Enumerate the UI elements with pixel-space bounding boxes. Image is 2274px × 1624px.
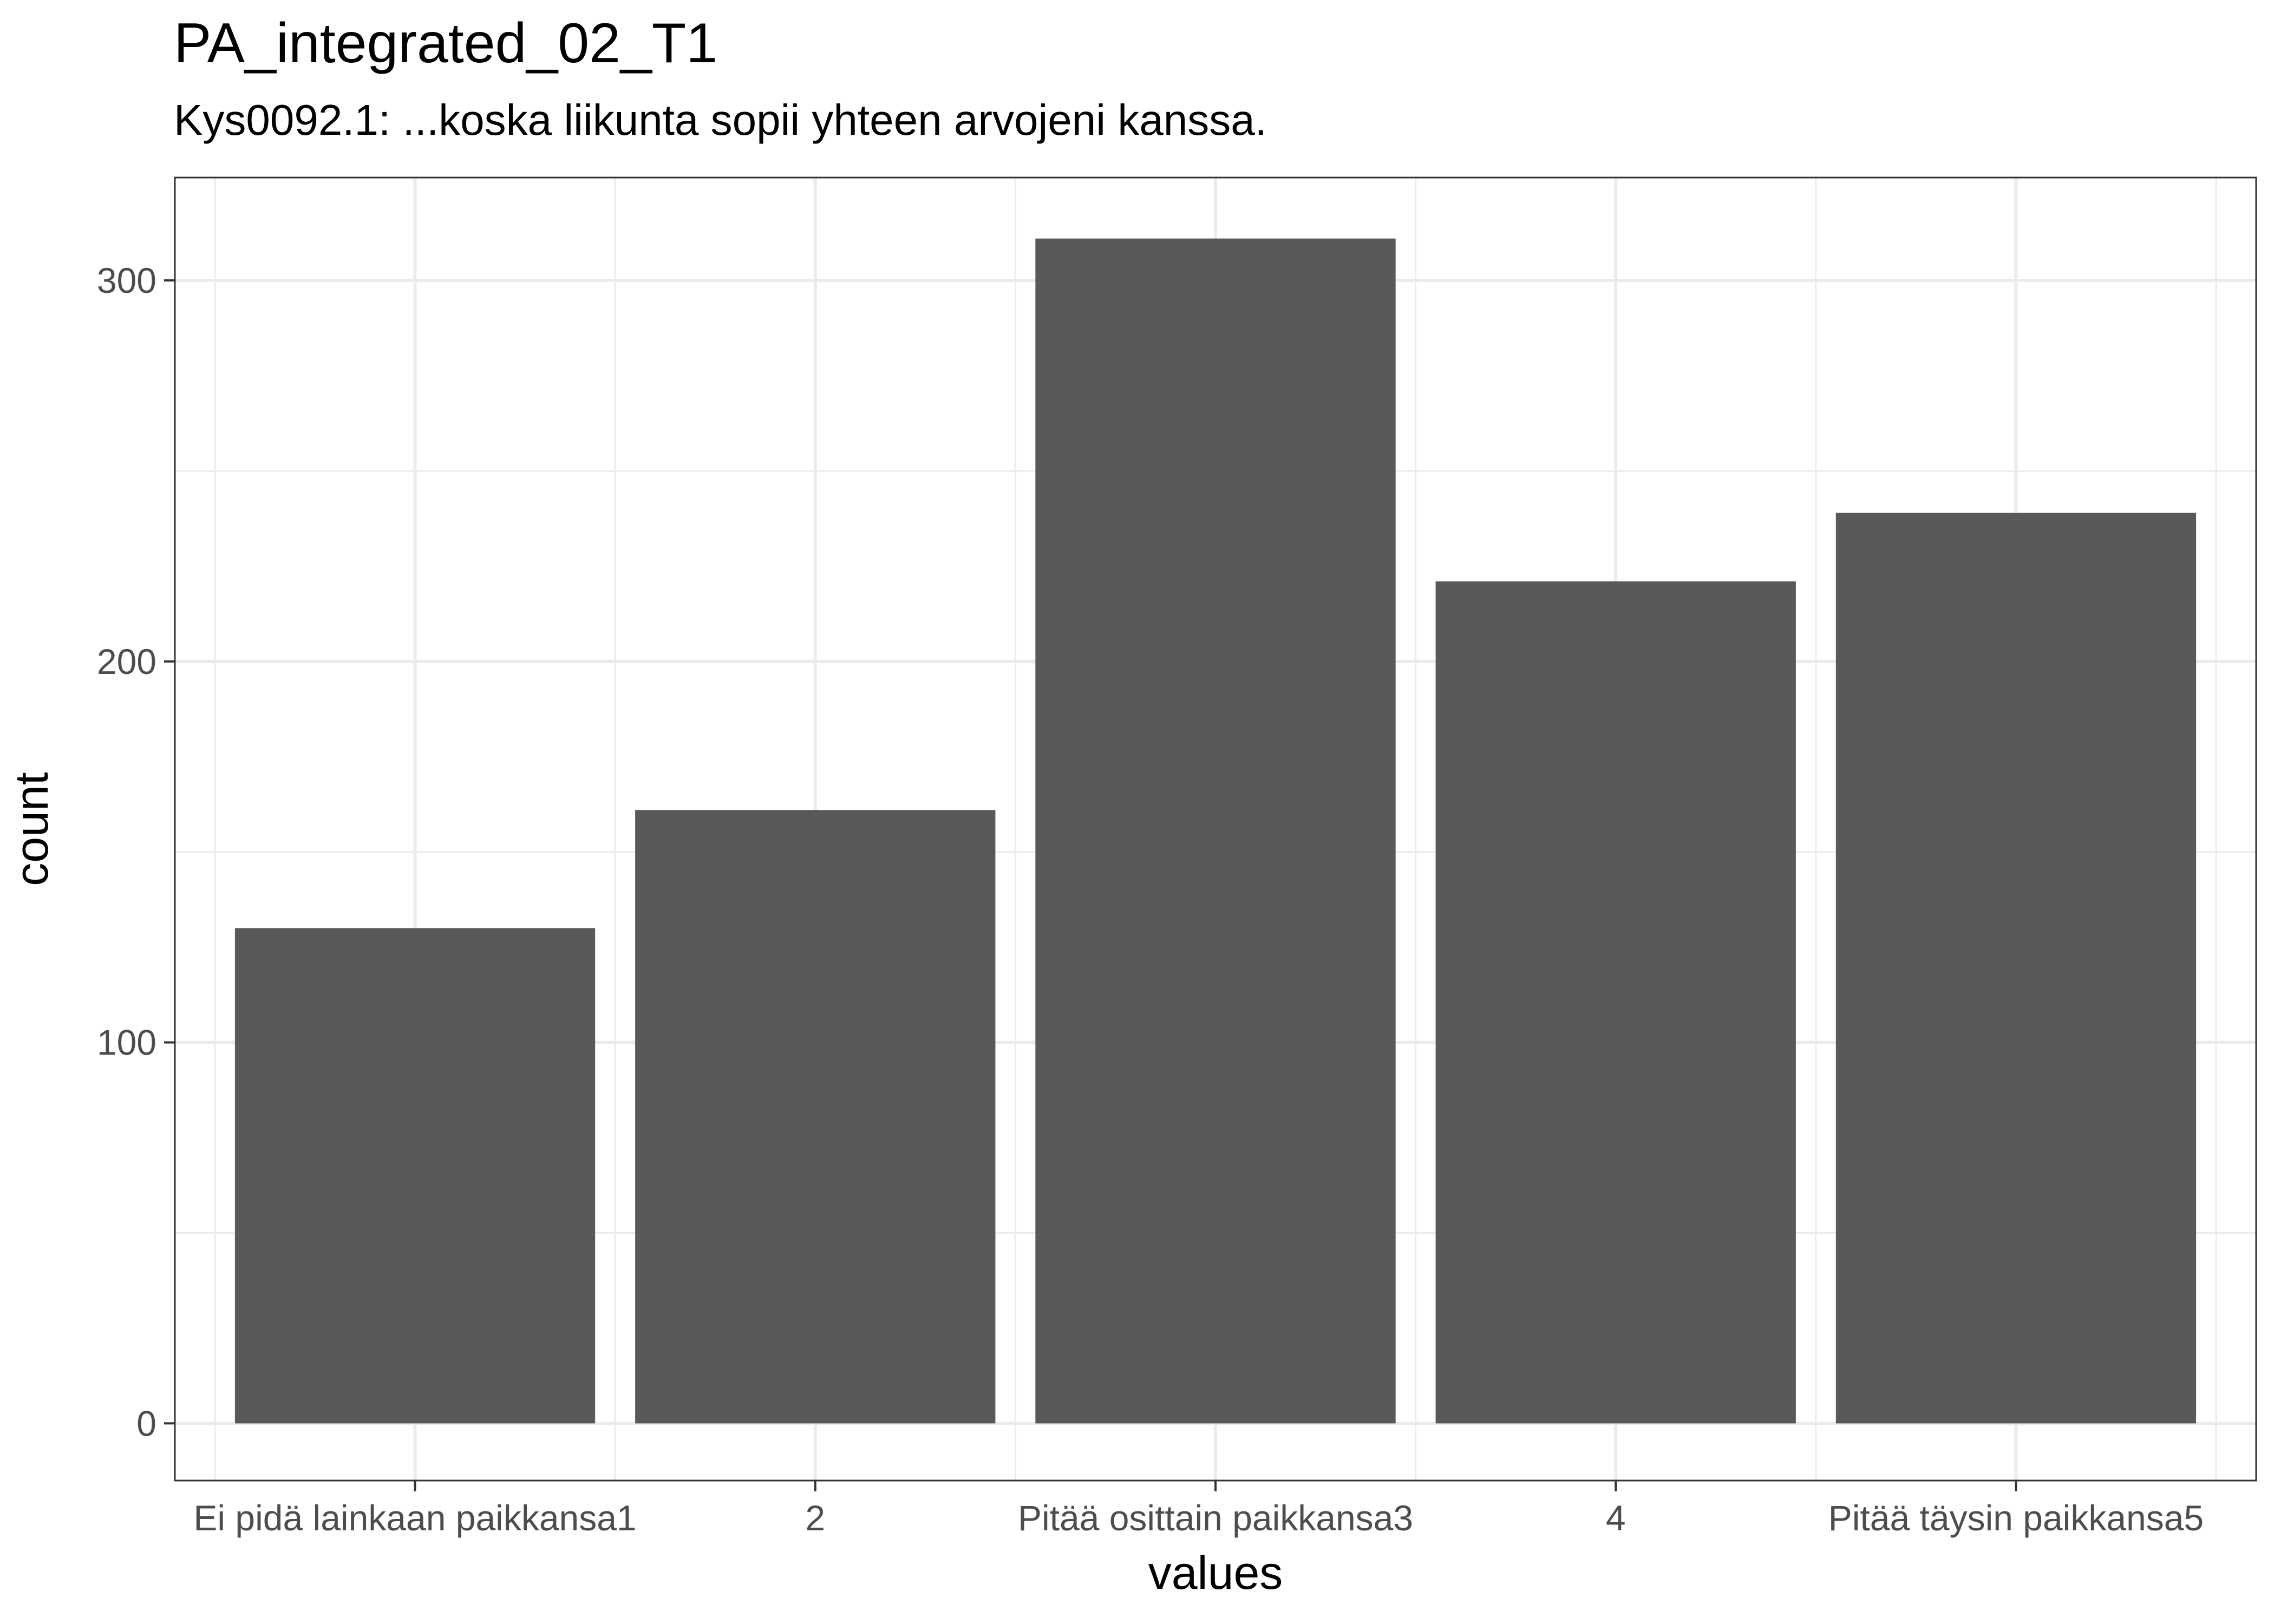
axis-ticks: [164, 279, 2017, 1491]
x-tick-labels: Ei pidä lainkaan paikkansa1 2 Pitää ositta…: [193, 1498, 2204, 1538]
x-axis-title: values: [1148, 1547, 1283, 1599]
bar-4: [1435, 581, 1796, 1424]
y-tick-label: 0: [136, 1403, 156, 1443]
y-axis-title: count: [6, 772, 58, 886]
bar-5: [1835, 513, 2197, 1424]
x-tick-label: Ei pidä lainkaan paikkansa1: [193, 1498, 636, 1538]
chart-subtitle: Kys0092.1: ...koska liikunta sopii yhtee…: [174, 96, 1267, 144]
x-tick-label: Pitää osittain paikkansa3: [1018, 1498, 1413, 1538]
bar-2: [635, 810, 996, 1424]
bar-3: [1035, 238, 1396, 1424]
x-tick-label: 4: [1606, 1498, 1626, 1538]
y-tick-label: 200: [97, 641, 156, 682]
chart-title: PA_integrated_02_T1: [174, 12, 718, 75]
bar-1: [234, 928, 596, 1424]
y-tick-labels: 0 100 200 300: [97, 260, 156, 1443]
y-tick-label: 300: [97, 260, 156, 300]
x-tick-label: 2: [805, 1498, 825, 1538]
x-tick-label: Pitää täysin paikkansa5: [1828, 1498, 2204, 1538]
bars: [234, 238, 2197, 1424]
y-tick-label: 100: [97, 1023, 156, 1063]
